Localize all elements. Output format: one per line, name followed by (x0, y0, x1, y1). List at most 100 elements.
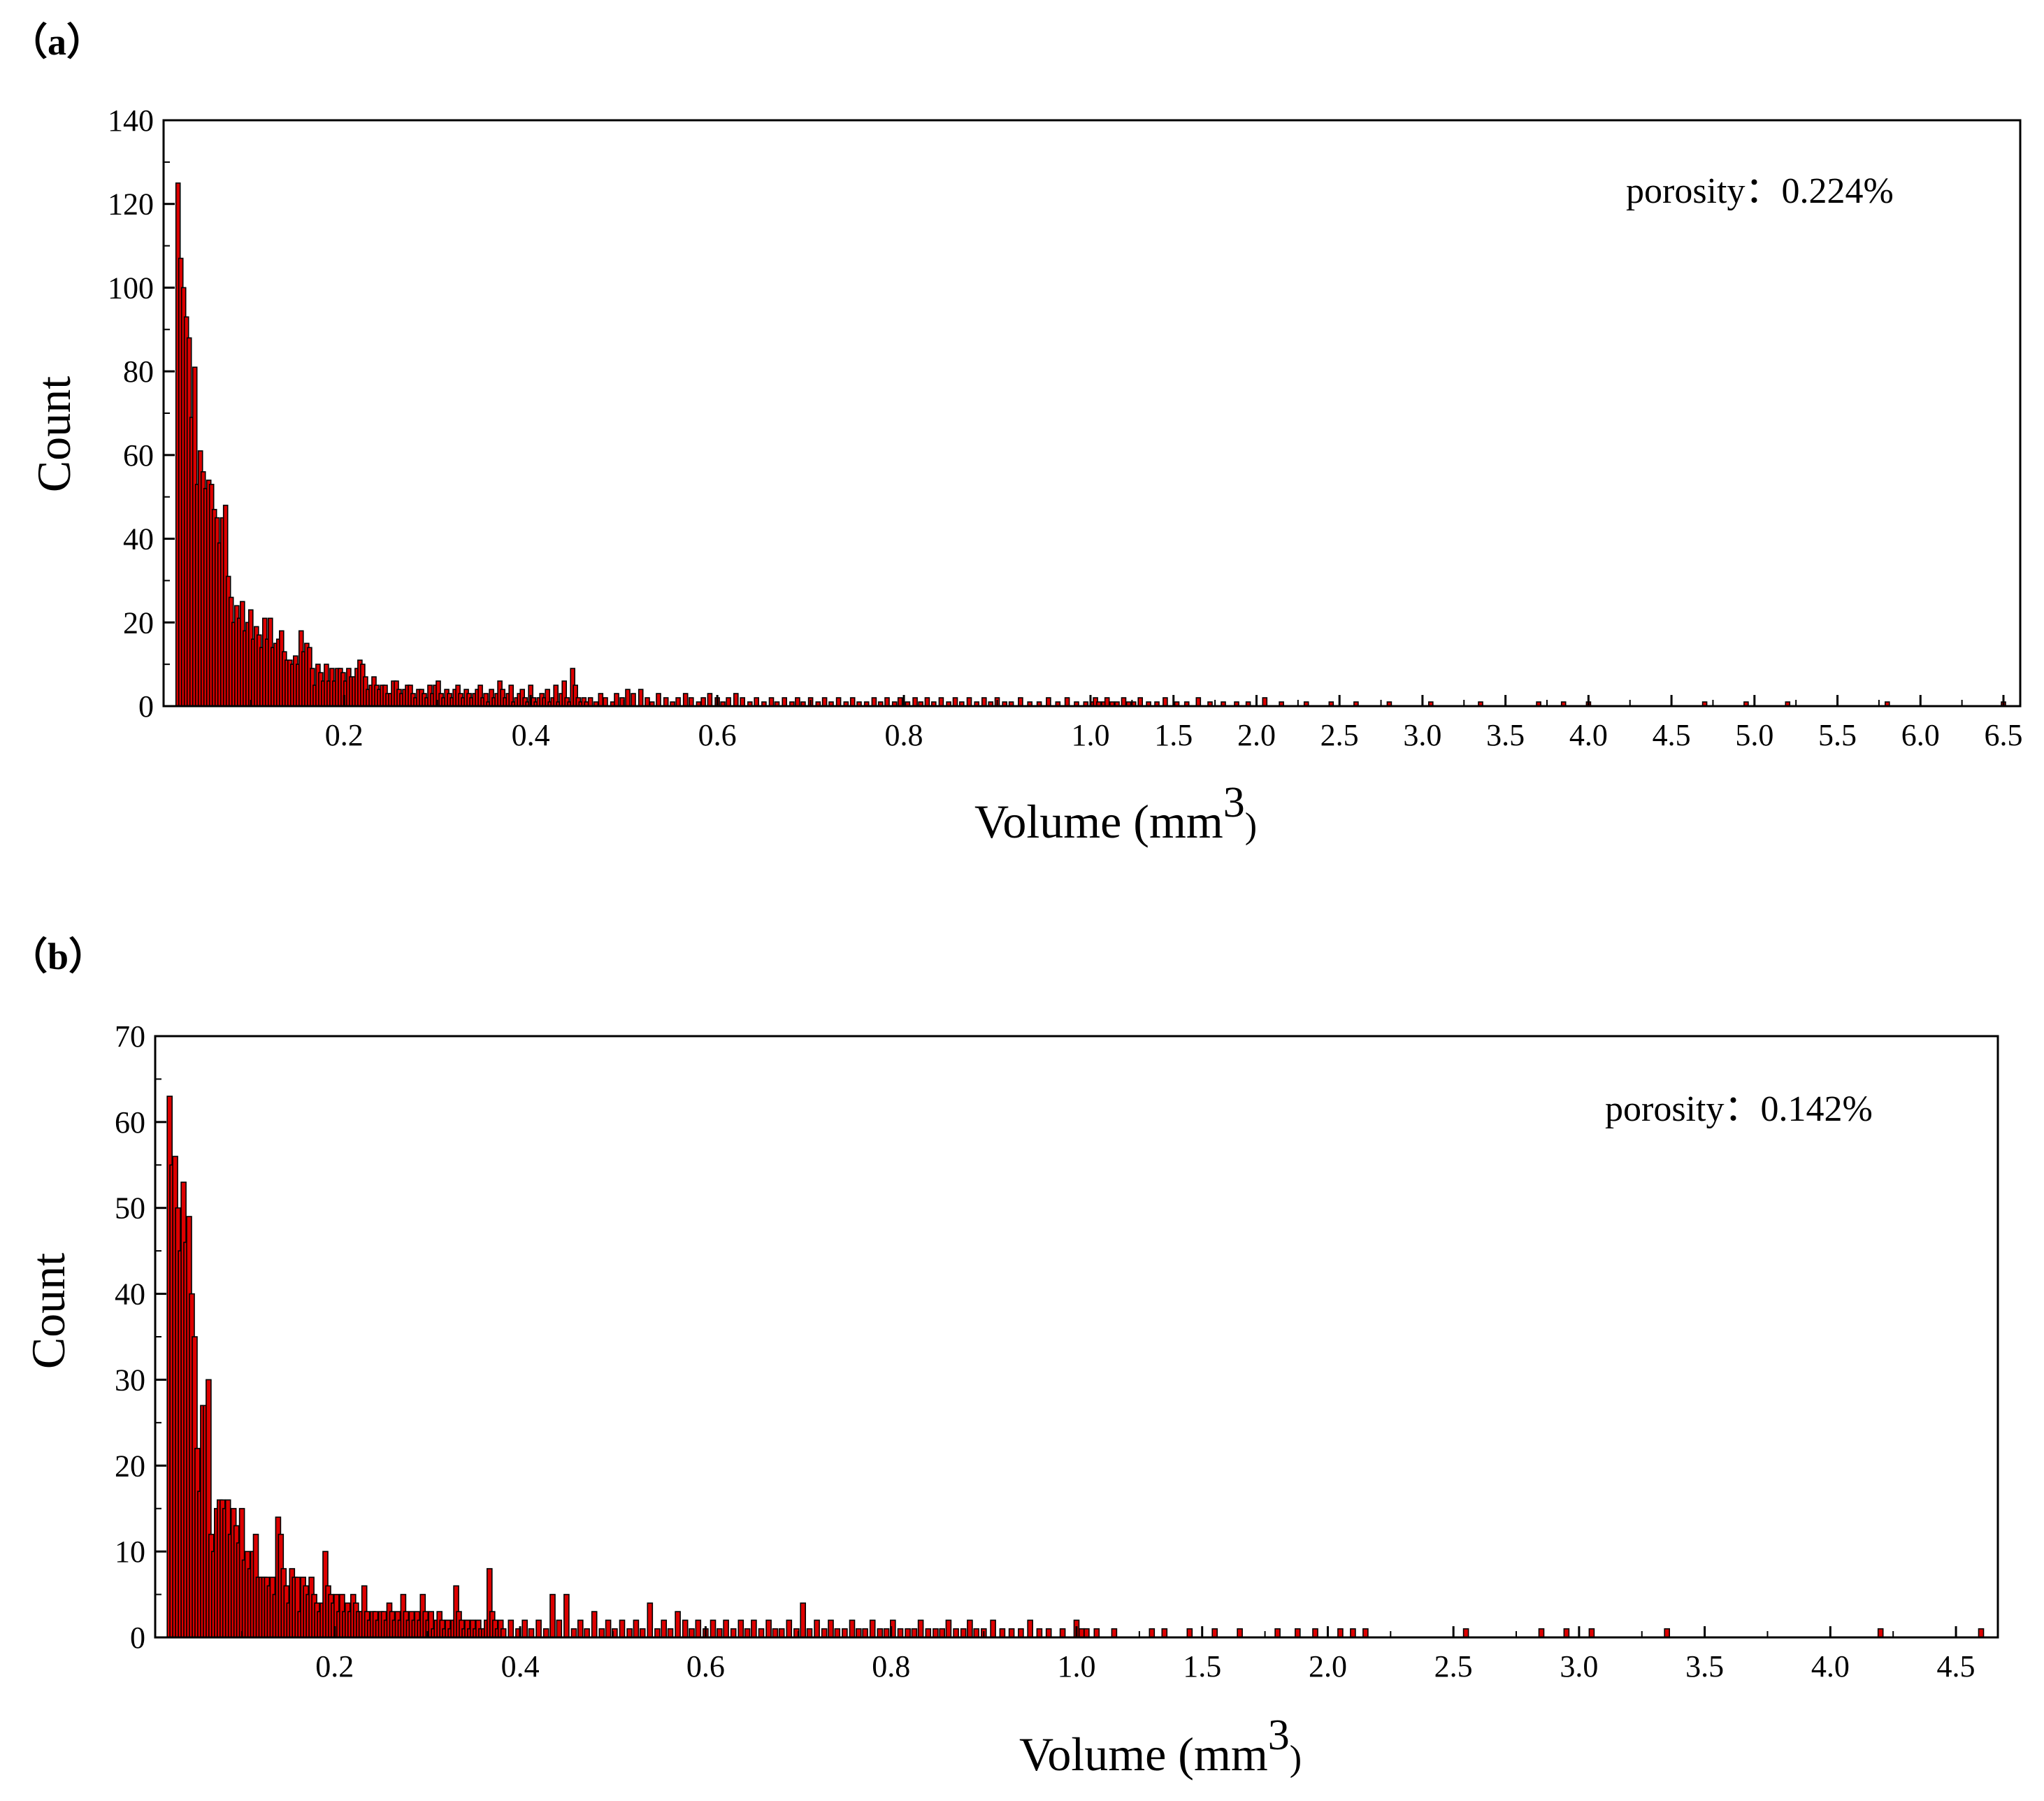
y-axis: 0 10 20 30 40 50 60 70 (115, 1019, 166, 1655)
bar (905, 1628, 911, 1638)
y-axis: 0 20 40 60 80 100 120 140 (108, 103, 175, 724)
bar (1462, 1628, 1469, 1638)
x-tick-label: 0.8 (885, 718, 923, 752)
x-tick-label: 4.0 (1569, 718, 1608, 752)
bar (1664, 1628, 1670, 1638)
bar (591, 1611, 598, 1638)
bar (768, 697, 775, 707)
bar (700, 697, 706, 707)
y-tick-label: 0 (138, 689, 154, 724)
bar (563, 1593, 570, 1638)
bar (758, 1628, 765, 1638)
bar (598, 693, 604, 707)
bar (765, 1619, 772, 1638)
bar (619, 1619, 626, 1638)
bar (884, 697, 890, 707)
y-axis-title: Count (22, 1253, 75, 1369)
bar (897, 697, 903, 707)
bar (1350, 1628, 1356, 1638)
bar (1362, 1628, 1369, 1638)
bar (675, 697, 681, 707)
x-tick-label: 3.5 (1685, 1649, 1724, 1684)
bar (570, 1628, 577, 1638)
x-tick-label: 0.2 (315, 1649, 354, 1684)
x-axis: 0.2 0.4 0.6 0.8 1.0 1.5 2.0 2.5 3.0 3.5 4.0 4.5 (241, 1626, 1975, 1684)
bar (849, 1619, 856, 1638)
bar (556, 1619, 563, 1638)
bar (871, 697, 877, 707)
y-tick-label: 0 (130, 1621, 145, 1655)
bar (800, 1602, 806, 1638)
bar (938, 697, 944, 707)
bar (967, 1619, 973, 1638)
bar (626, 1628, 633, 1638)
bar (1978, 1628, 1985, 1638)
bar (945, 1619, 952, 1638)
bar (821, 697, 828, 707)
bar (1008, 1628, 1015, 1638)
y-tick-label: 50 (115, 1191, 145, 1226)
bar (973, 1628, 979, 1638)
bar (1312, 1628, 1318, 1638)
x-tick-label: 1.0 (1058, 1649, 1096, 1684)
panel-a: （a） 0 20 40 60 80 100 120 140 0.2 0.4 0.6 0.8 1.0 1.… (10, 21, 2023, 848)
x-axis-title-superscript: 3 (1268, 1712, 1290, 1759)
bar (1137, 697, 1143, 707)
bar (966, 697, 972, 707)
x-tick-label: 6.0 (1901, 718, 1940, 752)
bar (1211, 1628, 1218, 1638)
bar (549, 1593, 556, 1638)
bar (688, 697, 694, 707)
bar (682, 1619, 689, 1638)
x-tick-label: 2.0 (1237, 718, 1276, 752)
bar (751, 1619, 757, 1638)
bar (707, 693, 713, 707)
bar (1027, 1619, 1033, 1638)
x-tick-label: 4.0 (1811, 1649, 1850, 1684)
bar (924, 697, 930, 707)
panel-label: （b） (10, 935, 106, 977)
bar (939, 1628, 945, 1638)
bar (521, 1619, 528, 1638)
bar (1078, 1628, 1085, 1638)
bar (786, 1619, 793, 1638)
bar (925, 1628, 932, 1638)
bar (645, 697, 650, 707)
bar (1274, 1628, 1281, 1638)
bar (821, 1628, 828, 1638)
x-tick-label: 6.5 (1985, 718, 2023, 752)
bar (638, 689, 644, 707)
bar (689, 1628, 695, 1638)
x-axis-title-close: ) (1290, 1739, 1302, 1779)
bar (625, 689, 631, 707)
y-tick-label: 10 (115, 1535, 145, 1569)
y-tick-label: 60 (123, 438, 154, 473)
bar (772, 1628, 779, 1638)
y-tick-label: 30 (115, 1363, 145, 1397)
bar (577, 1619, 584, 1638)
y-tick-label: 40 (123, 522, 154, 557)
bar (842, 1628, 848, 1638)
y-tick-label: 100 (108, 271, 154, 305)
y-tick-label: 120 (108, 187, 154, 222)
bar (1538, 1628, 1545, 1638)
bar (1059, 1628, 1066, 1638)
bar (795, 697, 800, 707)
bar (500, 1628, 507, 1638)
x-tick-label: 3.5 (1486, 718, 1525, 752)
y-tick-label: 60 (115, 1105, 145, 1140)
bar (737, 1619, 744, 1638)
bar (1161, 1628, 1168, 1638)
x-tick-label: 0.2 (325, 718, 364, 752)
x-axis-title-close: ) (1245, 806, 1257, 846)
bar (981, 697, 987, 707)
bar (1036, 1628, 1043, 1638)
bar (1064, 697, 1070, 707)
x-tick-label: 4.5 (1937, 1649, 1975, 1684)
bar (883, 1628, 890, 1638)
bar (631, 693, 636, 707)
bar (814, 1619, 820, 1638)
y-tick-label: 70 (115, 1019, 145, 1054)
bar (614, 693, 619, 707)
